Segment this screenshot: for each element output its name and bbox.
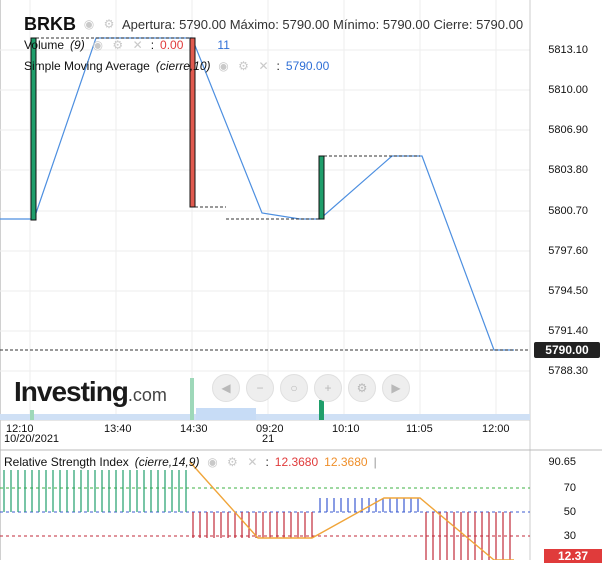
- sma-value: 5790.00: [285, 59, 330, 73]
- current-price-tag: 5790.00: [534, 342, 600, 358]
- price-tick: 5797.60: [548, 245, 588, 257]
- rsi-line: [189, 461, 514, 560]
- price-tick: 5810.00: [548, 84, 588, 96]
- rsi-bands: [0, 487, 530, 537]
- price-tick: 5800.70: [548, 205, 588, 217]
- rsi-legend: Relative Strength Index (cierre,14,9) ◉ …: [4, 455, 377, 469]
- rsi-tick: 30: [563, 530, 576, 542]
- close-icon[interactable]: ✕: [247, 455, 258, 469]
- rsi-tick: 50: [563, 506, 576, 518]
- volume-param: (9): [70, 38, 85, 52]
- ohlc-readout: Apertura: 5790.00 Máximo: 5790.00 Mínimo…: [122, 16, 524, 32]
- eye-icon[interactable]: ◉: [83, 17, 95, 31]
- symbol-label: BRKB: [24, 13, 76, 34]
- chart-toolbar: ◀ − ○ + ⚙ ▶: [212, 374, 410, 402]
- price-tick: 5803.80: [548, 164, 588, 176]
- rsi-param: (cierre,14,9): [134, 455, 200, 469]
- price-tick: 5794.50: [548, 285, 588, 297]
- zoom-reset-icon[interactable]: ○: [280, 374, 308, 402]
- eye-icon[interactable]: ◉: [92, 38, 103, 52]
- time-tick: 13:40: [104, 423, 132, 435]
- close-icon[interactable]: ✕: [258, 59, 269, 73]
- price-tick: 5788.30: [548, 365, 588, 377]
- zoom-in-icon[interactable]: +: [314, 374, 342, 402]
- price-tick: 5791.40: [548, 325, 588, 337]
- time-tick: 10:10: [332, 423, 360, 435]
- arrow-right-icon[interactable]: ▶: [382, 374, 410, 402]
- volume-histogram: [0, 378, 530, 420]
- price-tick: 5813.10: [548, 44, 588, 56]
- arrow-left-icon[interactable]: ◀: [212, 374, 240, 402]
- zoom-out-icon[interactable]: −: [246, 374, 274, 402]
- volume-value: 0.00: [160, 38, 184, 52]
- sma-line: [0, 37, 514, 351]
- gear-icon[interactable]: ⚙: [103, 17, 115, 31]
- rsi-histogram: [3, 470, 511, 560]
- price-tick: 5806.90: [548, 124, 588, 136]
- volume-name: Volume: [24, 38, 65, 52]
- sma-param: (cierre,10): [155, 59, 211, 73]
- close-icon[interactable]: ✕: [132, 38, 143, 52]
- date-tick: 21: [262, 433, 275, 445]
- gear-icon[interactable]: ⚙: [238, 59, 249, 73]
- settings-icon[interactable]: ⚙: [348, 374, 376, 402]
- level-markers: [0, 37, 530, 351]
- volume-value-2: 11: [217, 38, 230, 52]
- rsi-name: Relative Strength Index: [4, 455, 129, 469]
- eye-icon[interactable]: ◉: [218, 59, 229, 73]
- candle-down: [189, 37, 196, 208]
- gear-icon[interactable]: ⚙: [227, 455, 238, 469]
- time-tick: 12:00: [482, 423, 510, 435]
- gear-icon[interactable]: ⚙: [112, 38, 124, 52]
- sma-name: Simple Moving Average: [24, 59, 150, 73]
- time-tick: 09:20: [256, 423, 284, 435]
- time-tick: 11:05: [406, 423, 433, 435]
- candle-up: [30, 37, 37, 221]
- rsi-current-tag: 12.37: [544, 549, 602, 563]
- chart-header: BRKB ◉ ⚙ Apertura: 5790.00 Máximo: 5790.…: [24, 12, 523, 36]
- time-tick: 14:30: [180, 423, 208, 435]
- sma-legend: Simple Moving Average (cierre,10) ◉ ⚙ ✕ …: [24, 59, 330, 73]
- rsi-signal-value: 12.3680: [324, 455, 368, 469]
- rsi-tick: 90.65: [548, 456, 576, 468]
- date-tick: 10/20/2021: [4, 433, 60, 445]
- time-tick: 12:10: [6, 423, 34, 435]
- candle-up: [318, 155, 325, 220]
- volume-legend: Volume (9) ◉ ⚙ ✕ : 0.00 11: [24, 38, 230, 52]
- rsi-tick: 70: [563, 482, 576, 494]
- eye-icon[interactable]: ◉: [207, 455, 218, 469]
- investing-logo: Investing.com: [14, 376, 167, 407]
- rsi-value: 12.3680: [274, 455, 319, 469]
